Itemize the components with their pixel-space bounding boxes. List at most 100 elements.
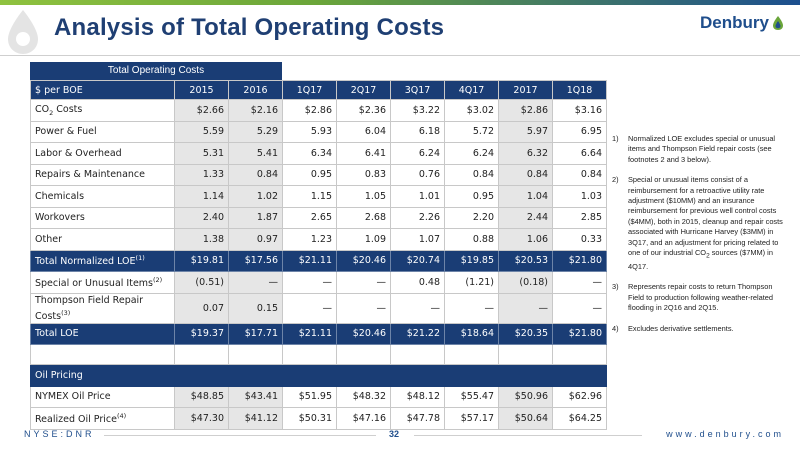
table-cell: 0.95 — [444, 185, 499, 208]
table-cell: 5.29 — [228, 120, 283, 143]
table-cell: $2.16 — [228, 99, 283, 122]
row-label: Total LOE — [30, 322, 175, 346]
page-title: Analysis of Total Operating Costs — [54, 14, 445, 41]
table-cell: 0.83 — [336, 163, 391, 186]
row-label: Labor & Overhead — [30, 142, 175, 165]
table-cell: 6.04 — [336, 120, 391, 143]
drop-watermark-icon — [8, 10, 38, 54]
table-cell: 0.84 — [498, 163, 553, 186]
row-label-text: Realized Oil Price — [35, 413, 117, 425]
table-cell: $19.37 — [174, 322, 229, 346]
table-cell: $2.66 — [174, 99, 229, 122]
table-cell: 6.41 — [336, 142, 391, 165]
table-cell: 2.68 — [336, 206, 391, 229]
row-label-suffix: Costs — [53, 103, 83, 115]
table-cell: 0.15 — [228, 292, 283, 324]
footnote: 4) Excludes derivative settlements. — [612, 324, 790, 334]
table-cell: 0.84 — [552, 163, 607, 186]
row-label: Repairs & Maintenance — [30, 163, 175, 186]
spacer-cell — [444, 344, 499, 366]
table-cell: $64.25 — [552, 407, 607, 430]
table-cell: $48.12 — [390, 385, 445, 409]
table-cell: $51.95 — [282, 385, 337, 409]
row-label: Realized Oil Price(4) — [30, 407, 175, 430]
row-label-text: Thompson Field Repair Costs — [35, 294, 144, 322]
table-cell: $48.85 — [174, 385, 229, 409]
table-row: Thompson Field Repair Costs(3) 0.07 0.15… — [30, 292, 607, 324]
row-label-subscript: 2 — [49, 108, 54, 117]
total-loe-row: Total LOE $19.37 $17.71 $21.11 $20.46 $2… — [30, 322, 607, 346]
table-cell: 0.88 — [444, 228, 499, 251]
table-cell: $47.78 — [390, 407, 445, 430]
section-cell — [228, 364, 283, 387]
table-cell: 1.09 — [336, 228, 391, 251]
table-caption: Total Operating Costs — [30, 62, 282, 80]
table-cell: (0.18) — [498, 271, 553, 294]
footnote-text: Represents repair costs to return Thomps… — [628, 282, 774, 313]
denbury-logo: Denbury — [700, 13, 784, 33]
table-cell: — — [282, 292, 337, 324]
operating-costs-table: $ per BOE 2015 2016 1Q17 2Q17 3Q17 4Q17 … — [30, 80, 607, 430]
table-cell: $43.41 — [228, 385, 283, 409]
table-cell: — — [498, 292, 553, 324]
table-cell: — — [444, 292, 499, 324]
logo-text: Denbury — [700, 13, 769, 32]
table-cell: $21.11 — [282, 249, 337, 272]
row-label: Chemicals — [30, 185, 175, 208]
table-cell: 1.07 — [390, 228, 445, 251]
table-cell: $41.12 — [228, 407, 283, 430]
table-cell: $47.30 — [174, 407, 229, 430]
table-cell: $57.17 — [444, 407, 499, 430]
table-cell: $55.47 — [444, 385, 499, 409]
table-cell: 2.65 — [282, 206, 337, 229]
oil-pricing-section-row: Oil Pricing — [30, 364, 607, 387]
table-cell: 6.18 — [390, 120, 445, 143]
table-cell: 1.23 — [282, 228, 337, 251]
table-cell: $20.46 — [336, 322, 391, 346]
footer-divider-left — [104, 435, 376, 436]
footnote-subscript: 2 — [706, 252, 710, 260]
table-cell: 5.72 — [444, 120, 499, 143]
section-cell — [444, 364, 499, 387]
table-cell: (1.21) — [444, 271, 499, 294]
footnote-marker: (3) — [61, 308, 71, 317]
row-label: Power & Fuel — [30, 120, 175, 143]
table-cell: — — [552, 271, 607, 294]
column-header: 2015 — [174, 80, 229, 100]
row-label: NYMEX Oil Price — [30, 385, 175, 409]
table-cell: $2.36 — [336, 99, 391, 122]
table-row: Power & Fuel 5.59 5.29 5.93 6.04 6.18 5.… — [30, 120, 607, 143]
table-row: Other 1.38 0.97 1.23 1.09 1.07 0.88 1.06… — [30, 228, 607, 251]
spacer-cell — [282, 344, 337, 366]
table-row: Special or Unusual Items(2) (0.51) — — —… — [30, 271, 607, 294]
table-cell: $19.85 — [444, 249, 499, 272]
spacer-cell — [390, 344, 445, 366]
table-cell: 6.24 — [390, 142, 445, 165]
section-cell — [390, 364, 445, 387]
table-cell: $20.46 — [336, 249, 391, 272]
footer-divider-right — [414, 435, 642, 436]
table-row: Chemicals 1.14 1.02 1.15 1.05 1.01 0.95 … — [30, 185, 607, 208]
website-link[interactable]: www.denbury.com — [666, 429, 784, 439]
table-cell: 0.07 — [174, 292, 229, 324]
table-cell: 2.20 — [444, 206, 499, 229]
spacer-cell — [498, 344, 553, 366]
section-cell — [336, 364, 391, 387]
table-cell: (0.51) — [174, 271, 229, 294]
table-cell: $2.86 — [498, 99, 553, 122]
section-cell — [174, 364, 229, 387]
table-cell: $17.71 — [228, 322, 283, 346]
footnote-text-body: Special or unusual items consist of a re… — [628, 175, 783, 258]
column-header: 1Q17 — [282, 80, 337, 100]
footnote-number: 2) — [612, 175, 619, 185]
table-cell: — — [336, 271, 391, 294]
table-cell: 5.93 — [282, 120, 337, 143]
table-cell: $62.96 — [552, 385, 607, 409]
table-cell: $20.53 — [498, 249, 553, 272]
footnote-text: Excludes derivative settlements. — [628, 323, 734, 333]
table-cell: 1.05 — [336, 185, 391, 208]
row-label: Thompson Field Repair Costs(3) — [30, 292, 175, 324]
table-row: Repairs & Maintenance 1.33 0.84 0.95 0.8… — [30, 163, 607, 186]
row-label-text: CO — [35, 103, 50, 115]
footnote-marker: (2) — [153, 275, 163, 284]
